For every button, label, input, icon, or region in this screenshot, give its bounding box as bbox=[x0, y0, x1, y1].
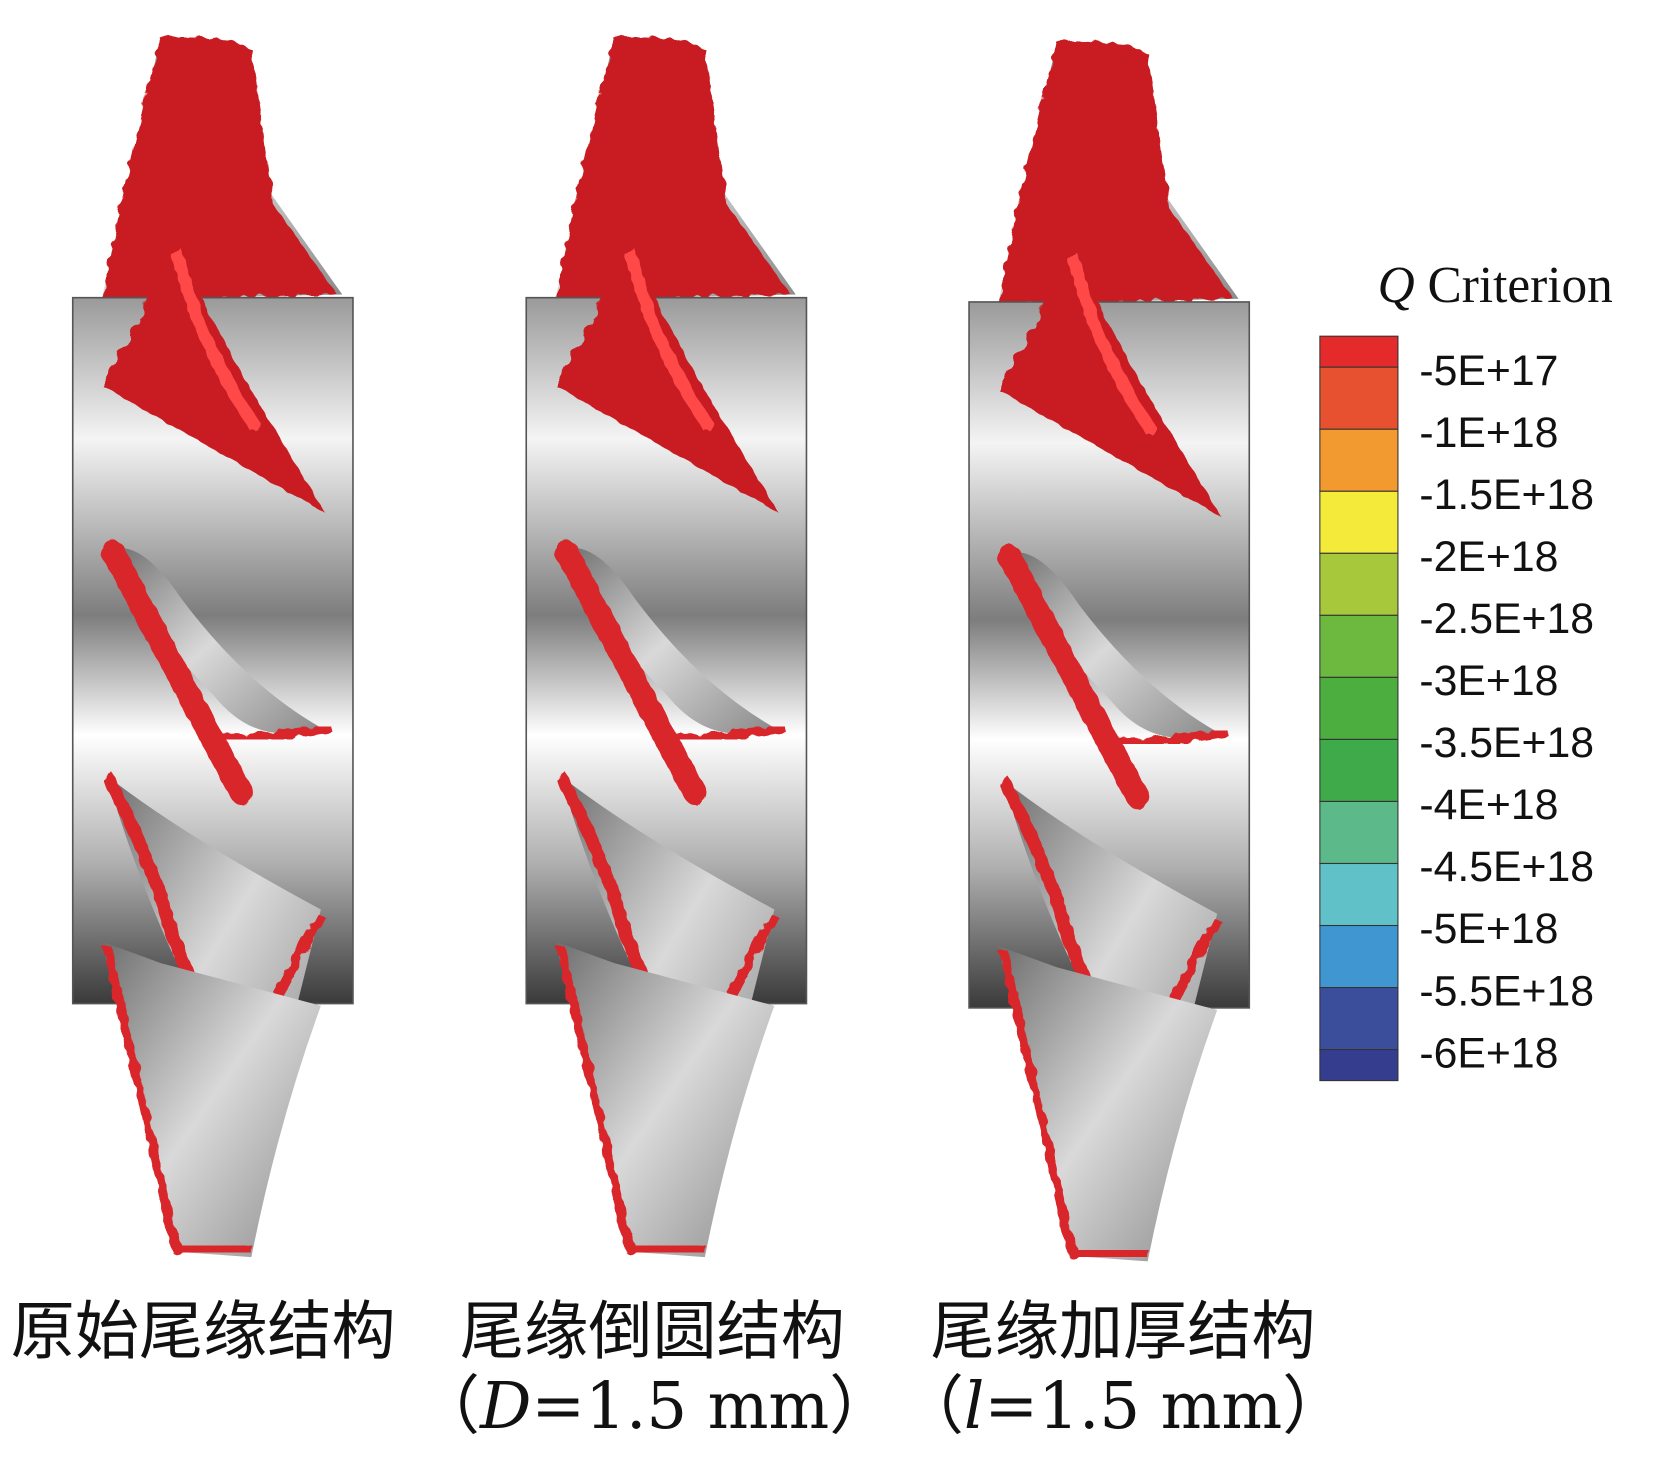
legend-label: -5.5E+18 bbox=[1419, 967, 1594, 1015]
caption-text: =1.5 mm） bbox=[984, 1369, 1346, 1444]
legend-title-part: Criterion bbox=[1415, 257, 1613, 314]
caption-text: （ bbox=[900, 1369, 964, 1444]
caption: 原始尾缘结构 bbox=[11, 1294, 396, 1369]
caption-text: =1.5 mm） bbox=[531, 1369, 893, 1444]
legend-swatch bbox=[1319, 366, 1399, 430]
legend-label: -5E+17 bbox=[1419, 347, 1558, 395]
legend-swatch bbox=[1319, 552, 1399, 616]
caption-text: 尾缘倒圆结构 bbox=[460, 1294, 845, 1369]
legend-swatch bbox=[1319, 1049, 1399, 1082]
legend-swatch bbox=[1319, 862, 1399, 927]
caption-sub: （D=1.5 mm） bbox=[416, 1369, 894, 1444]
legend-swatch bbox=[1319, 738, 1399, 802]
caption-sub: （l=1.5 mm） bbox=[900, 1369, 1347, 1444]
legend-label: -2E+18 bbox=[1419, 533, 1558, 581]
legend-label: -1.5E+18 bbox=[1419, 471, 1594, 519]
legend-label: -3E+18 bbox=[1419, 657, 1558, 705]
legend: -5E+17 -1E+18 -1.5E+18 -2E+18 -2.5E+18 -3E+18… bbox=[1319, 335, 1594, 1082]
legend-label: -4.5E+18 bbox=[1419, 843, 1594, 891]
legend-label: -1E+18 bbox=[1419, 409, 1558, 457]
caption: 尾缘倒圆结构 bbox=[460, 1294, 845, 1369]
legend-label: -5E+18 bbox=[1419, 905, 1558, 953]
legend-title-part: Q bbox=[1378, 257, 1415, 314]
caption-text: 原始尾缘结构 bbox=[11, 1294, 396, 1369]
legend-swatch bbox=[1319, 614, 1399, 678]
caption-text: l bbox=[964, 1369, 985, 1444]
caption-text: （ bbox=[416, 1369, 480, 1444]
legend-title: Q Criterion bbox=[1378, 257, 1613, 314]
legend-label: -2.5E+18 bbox=[1419, 595, 1594, 643]
legend-swatch bbox=[1319, 335, 1399, 368]
panel-thickened bbox=[969, 41, 1249, 1262]
caption: 尾缘加厚结构 bbox=[931, 1294, 1316, 1369]
legend-swatch bbox=[1319, 800, 1399, 865]
legend-swatch bbox=[1319, 428, 1399, 492]
legend-swatch bbox=[1319, 676, 1399, 740]
legend-swatch bbox=[1319, 490, 1399, 554]
legend-swatch bbox=[1319, 924, 1399, 989]
caption-text: D bbox=[479, 1369, 531, 1444]
legend-label: -3.5E+18 bbox=[1419, 719, 1594, 767]
panel-original bbox=[73, 36, 353, 1257]
caption-text: 尾缘加厚结构 bbox=[931, 1294, 1316, 1369]
legend-swatch bbox=[1319, 987, 1399, 1051]
legend-label: -4E+18 bbox=[1419, 781, 1558, 829]
legend-label: -6E+18 bbox=[1419, 1029, 1558, 1077]
panel-rounded bbox=[526, 36, 806, 1257]
